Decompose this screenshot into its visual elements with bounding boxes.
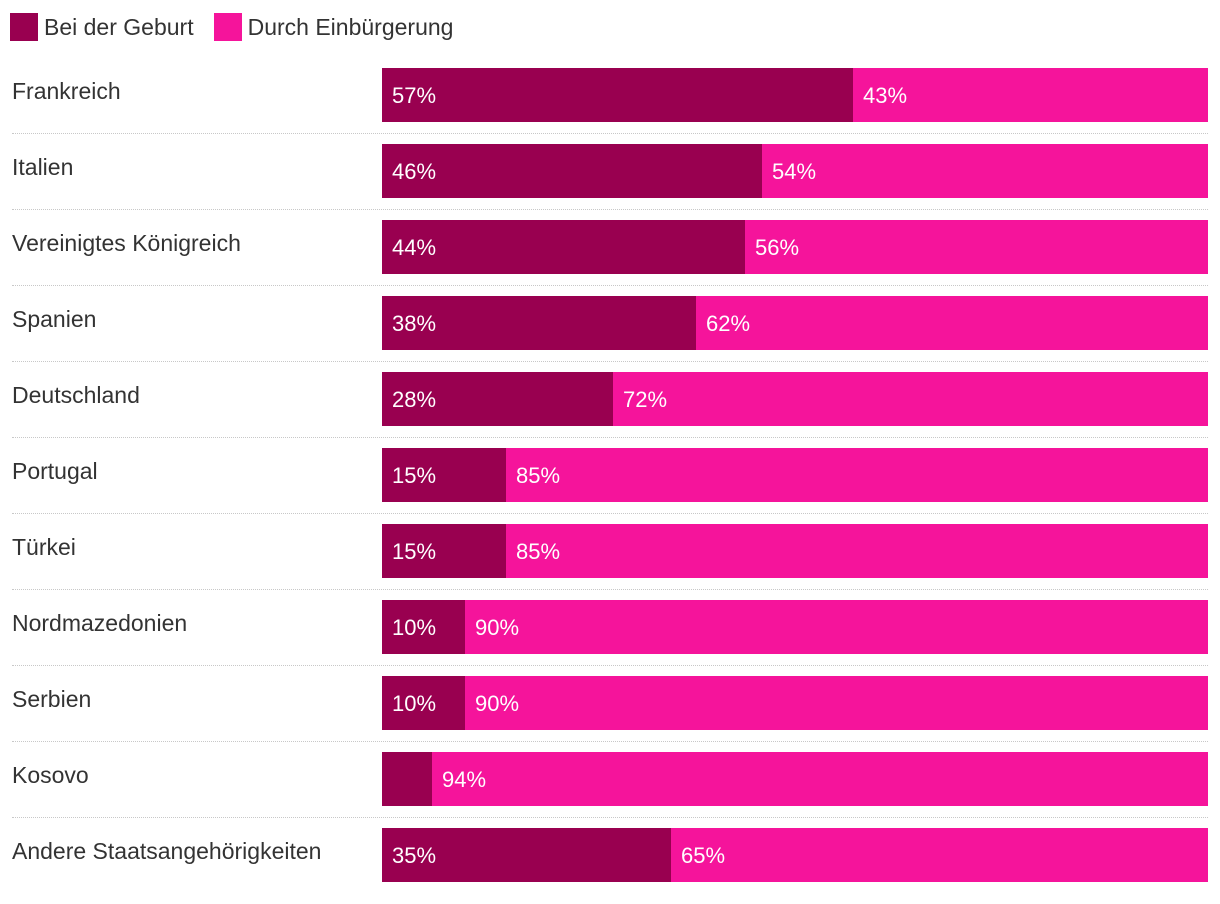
data-label: 65% [681, 843, 726, 868]
bar-row-andere-staatsangehoerigkeiten: Andere Staatsangehörigkeiten 35% 65% [0, 828, 1220, 904]
category-label: Nordmazedonien [12, 610, 188, 636]
stacked-bar: 46% 54% [382, 144, 1208, 198]
data-label: 10% [392, 615, 437, 640]
category-label: Frankreich [12, 78, 121, 104]
bar-row-nordmazedonien: Nordmazedonien 10% 90% [0, 600, 1220, 676]
data-label: 15% [392, 539, 437, 564]
bar-segment-durch-einbuergerung [762, 144, 1208, 198]
stacked-bar: 15% 85% [382, 448, 1208, 502]
bar-segment-bei-der-geburt [382, 600, 465, 654]
category-label: Spanien [12, 306, 97, 332]
data-label: 62% [706, 311, 751, 336]
bar-segment-durch-einbuergerung [613, 372, 1208, 426]
data-label: 46% [392, 159, 437, 184]
row-separator [12, 513, 1208, 514]
data-label: 10% [392, 691, 437, 716]
category-label: Italien [12, 154, 74, 180]
data-label: 94% [442, 767, 487, 792]
bar-row-spanien: Spanien 38% 62% [0, 296, 1220, 372]
category-label: Deutschland [12, 382, 140, 408]
bar-segment-durch-einbuergerung [506, 448, 1208, 502]
bar-row-kosovo: Kosovo 94% [0, 752, 1220, 828]
bar-segment-bei-der-geburt [382, 676, 465, 730]
data-label: 90% [475, 691, 520, 716]
legend-item-durch-einbuergerung: Durch Einbürgerung [213, 13, 454, 41]
bar-row-portugal: Portugal 15% 85% [0, 448, 1220, 524]
stacked-bar: 28% 72% [382, 372, 1208, 426]
row-separator [12, 209, 1208, 210]
data-label: 43% [863, 83, 908, 108]
data-label: 85% [516, 539, 561, 564]
bar-segment-durch-einbuergerung [506, 524, 1208, 578]
category-label: Portugal [12, 458, 98, 484]
data-label: 90% [475, 615, 520, 640]
data-label: 72% [623, 387, 668, 412]
bar-segment-durch-einbuergerung [696, 296, 1208, 350]
stacked-bar: 57% 43% [382, 68, 1208, 122]
data-label: 35% [392, 843, 437, 868]
row-separator [12, 665, 1208, 666]
row-separator [12, 361, 1208, 362]
stacked-bar: 10% 90% [382, 600, 1208, 654]
bar-segment-bei-der-geburt [382, 144, 762, 198]
bar-row-frankreich: Frankreich 57% 43% [0, 68, 1220, 144]
data-label: 57% [392, 83, 437, 108]
category-label: Türkei [12, 534, 76, 560]
bar-row-vereinigtes-koenigreich: Vereinigtes Königreich 44% 56% [0, 220, 1220, 296]
legend: Bei der Geburt Durch Einbürgerung [10, 12, 473, 42]
legend-swatch-durch-einbuergerung [213, 13, 242, 41]
bar-segment-bei-der-geburt [382, 68, 853, 122]
legend-label-durch-einbuergerung: Durch Einbürgerung [247, 13, 454, 40]
row-separator [12, 741, 1208, 742]
category-label: Kosovo [12, 762, 89, 788]
data-label: 85% [516, 463, 561, 488]
bar-segment-bei-der-geburt [382, 372, 613, 426]
legend-item-bei-der-geburt: Bei der Geburt [10, 13, 194, 41]
row-separator [12, 437, 1208, 438]
data-label: 38% [392, 311, 437, 336]
stacked-bar: 94% [382, 752, 1208, 806]
bar-segment-durch-einbuergerung [853, 68, 1208, 122]
bar-segment-durch-einbuergerung [465, 600, 1208, 654]
stacked-bar: 35% 65% [382, 828, 1208, 882]
stacked-bar: 38% 62% [382, 296, 1208, 350]
bar-row-italien: Italien 46% 54% [0, 144, 1220, 220]
bar-segment-durch-einbuergerung [432, 752, 1208, 806]
data-label: 28% [392, 387, 437, 412]
bar-segment-bei-der-geburt [382, 296, 696, 350]
bar-segment-bei-der-geburt [382, 752, 432, 806]
row-separator [12, 133, 1208, 134]
category-label: Vereinigtes Königreich [12, 230, 241, 256]
data-label: 15% [392, 463, 437, 488]
bar-segment-bei-der-geburt [382, 448, 506, 502]
bar-segment-bei-der-geburt [382, 220, 745, 274]
bar-segment-bei-der-geburt [382, 828, 671, 882]
bar-segment-durch-einbuergerung [671, 828, 1208, 882]
legend-swatch-bei-der-geburt [10, 13, 38, 41]
legend-label-bei-der-geburt: Bei der Geburt [44, 13, 194, 40]
row-separator [12, 817, 1208, 818]
row-separator [12, 589, 1208, 590]
bar-segment-durch-einbuergerung [745, 220, 1208, 274]
bar-row-serbien: Serbien 10% 90% [0, 676, 1220, 752]
bar-segment-durch-einbuergerung [465, 676, 1208, 730]
stacked-bar: 10% 90% [382, 676, 1208, 730]
stacked-bar: 15% 85% [382, 524, 1208, 578]
data-label: 54% [772, 159, 817, 184]
bar-row-tuerkei: Türkei 15% 85% [0, 524, 1220, 600]
row-separator [12, 285, 1208, 286]
category-label: Serbien [12, 686, 92, 712]
bar-segment-bei-der-geburt [382, 524, 506, 578]
stacked-bar: 44% 56% [382, 220, 1208, 274]
category-label: Andere Staatsangehörigkeiten [12, 838, 322, 864]
data-label: 56% [755, 235, 800, 260]
bar-row-deutschland: Deutschland 28% 72% [0, 372, 1220, 448]
data-label: 44% [392, 235, 437, 260]
